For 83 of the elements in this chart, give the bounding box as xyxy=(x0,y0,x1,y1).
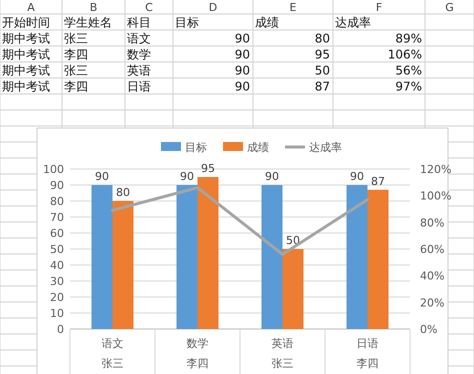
y-tick-label: 30 xyxy=(50,275,64,288)
text: 成绩 xyxy=(255,16,279,30)
text: 期中考试 xyxy=(2,48,50,62)
legend-label: 达成率 xyxy=(309,141,342,154)
x-tick-label: 日语 xyxy=(356,337,378,350)
data-label: 90 xyxy=(350,170,364,183)
y2-tick-label: 0% xyxy=(420,323,438,336)
text: 张三 xyxy=(272,357,294,370)
text: F xyxy=(376,1,382,14)
y-tick-label: 10 xyxy=(50,307,64,320)
text: 李四 xyxy=(356,357,378,370)
text: 李四 xyxy=(64,80,88,94)
text: 90 xyxy=(234,48,250,62)
data-label: 90 xyxy=(95,170,109,183)
text: B xyxy=(90,1,98,14)
line-series xyxy=(111,186,369,256)
bar xyxy=(112,201,134,329)
text: 开始时间 xyxy=(2,16,50,30)
text: 数学 xyxy=(127,48,151,62)
data-label: 80 xyxy=(116,186,130,199)
legend-label: 成绩 xyxy=(247,141,269,154)
y-tick-label: 20 xyxy=(50,291,64,304)
y2-tick-label: 40% xyxy=(420,270,444,283)
text: 期中考试 xyxy=(2,64,50,78)
text: 97% xyxy=(395,80,422,94)
y-tick-label: 40 xyxy=(50,259,64,272)
text: 90 xyxy=(234,32,250,46)
text: 日语 xyxy=(127,80,151,94)
text: 50 xyxy=(314,64,330,78)
bar xyxy=(346,185,368,329)
y-tick-label: 100 xyxy=(43,163,64,176)
text: 英语 xyxy=(127,64,151,78)
y2-tick-label: 60% xyxy=(420,243,444,256)
data-label: 90 xyxy=(180,170,194,183)
data-label: 87 xyxy=(371,174,385,188)
data-label: 95 xyxy=(201,162,215,175)
text: 张三 xyxy=(64,32,88,46)
y-tick-label: 60 xyxy=(50,227,64,240)
text: 89% xyxy=(395,32,422,46)
y2-tick-label: 20% xyxy=(420,296,444,310)
text: 李四 xyxy=(64,48,88,62)
y-tick-label: 90 xyxy=(50,179,64,192)
text: 张三 xyxy=(64,64,88,78)
x-tick-label: 数学 xyxy=(186,337,208,350)
y-tick-label: 70 xyxy=(50,211,64,224)
text: 56% xyxy=(395,64,422,78)
text: D xyxy=(208,1,218,14)
text: 张三 xyxy=(102,357,124,370)
text: 90 xyxy=(234,80,250,94)
bar xyxy=(368,190,388,329)
text: E xyxy=(290,1,297,14)
text: G xyxy=(445,1,454,14)
text: 科目 xyxy=(127,16,151,30)
text: 达成率 xyxy=(335,16,371,30)
x-tick-label: 英语 xyxy=(272,337,294,350)
y-tick-label: 50 xyxy=(50,243,64,256)
text: 语文 xyxy=(127,32,151,46)
text: 106% xyxy=(388,48,422,62)
y2-tick-label: 100% xyxy=(420,190,452,203)
y2-tick-label: 80% xyxy=(420,216,444,230)
text: C xyxy=(145,1,154,14)
text: 期中考试 xyxy=(2,32,50,46)
bar xyxy=(282,249,304,329)
text: 90 xyxy=(234,64,250,78)
text: 期中考试 xyxy=(2,80,50,94)
data-label: 90 xyxy=(265,170,279,183)
y-tick-label: 0 xyxy=(57,323,64,336)
text: 学生姓名 xyxy=(64,16,112,30)
data-label: 50 xyxy=(286,234,300,247)
text: A xyxy=(27,1,36,14)
text: 80 xyxy=(314,32,330,46)
text: 95 xyxy=(314,48,330,62)
text: 目标 xyxy=(175,16,199,30)
bar xyxy=(198,177,218,329)
x-tick-label: 语文 xyxy=(102,337,124,350)
bar xyxy=(92,185,112,329)
text: 87 xyxy=(314,80,330,94)
y2-tick-label: 120% xyxy=(420,163,452,176)
text: 李四 xyxy=(186,357,208,370)
bar xyxy=(176,185,198,329)
y-tick-label: 80 xyxy=(50,195,64,208)
bar xyxy=(262,185,282,329)
legend-label: 目标 xyxy=(185,141,207,154)
